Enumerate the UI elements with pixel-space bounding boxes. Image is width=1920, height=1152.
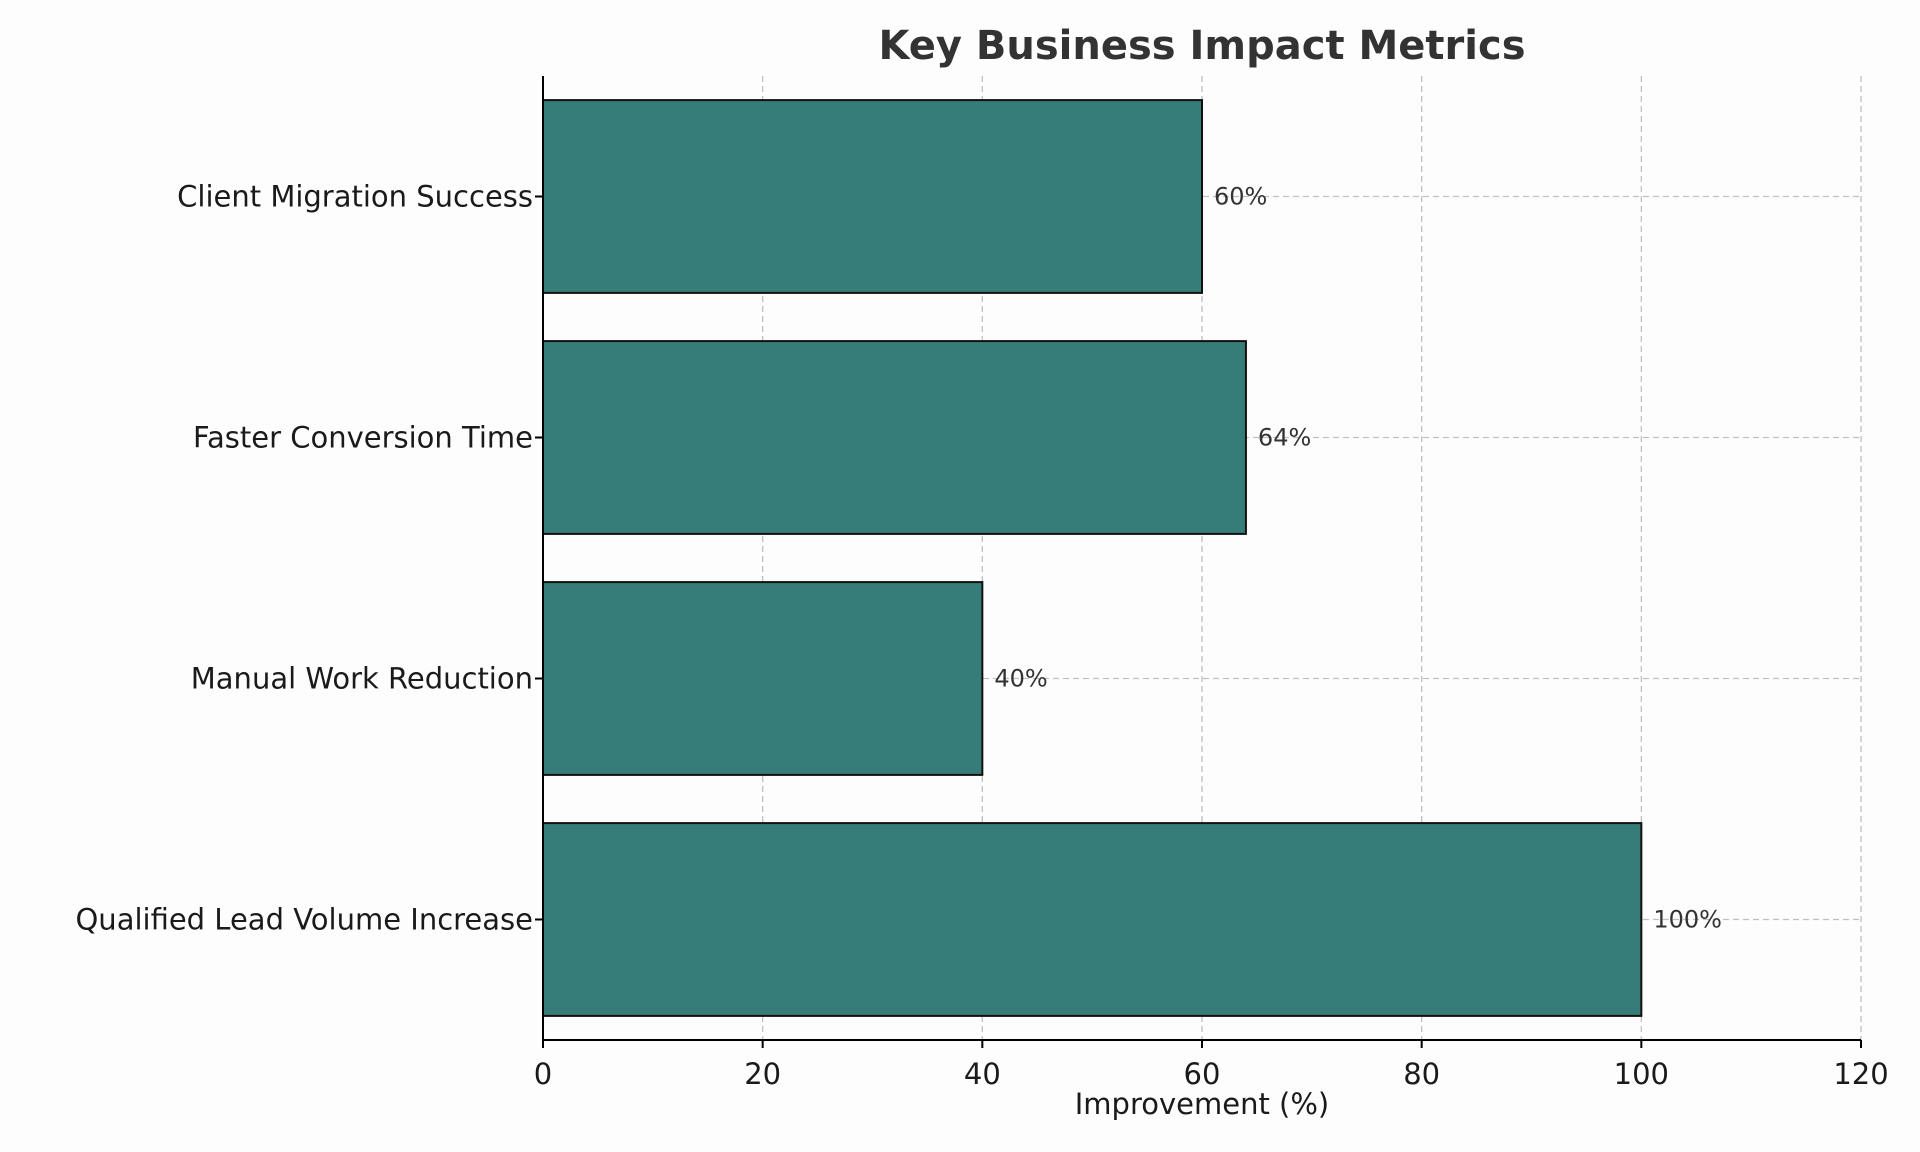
bar bbox=[542, 99, 1203, 294]
bar-value-label: 60% bbox=[1214, 183, 1267, 211]
x-tick-label: 40 bbox=[964, 1057, 1001, 1091]
x-axis-label: Improvement (%) bbox=[1075, 1087, 1330, 1121]
x-tick-label: 80 bbox=[1403, 1057, 1440, 1091]
y-tick-label: Client Migration Success bbox=[177, 180, 533, 214]
bar-value-label: 40% bbox=[994, 665, 1047, 693]
x-tick-label: 0 bbox=[534, 1057, 552, 1091]
x-tick-label: 100 bbox=[1614, 1057, 1669, 1091]
bar-value-label: 64% bbox=[1258, 424, 1311, 452]
data-labels: 100% 40% 64% 60% bbox=[994, 183, 1722, 934]
bar-value-label: 100% bbox=[1653, 906, 1722, 934]
x-tick-label: 120 bbox=[1833, 1057, 1888, 1091]
axes: 0 20 40 60 80 100 120 Qualified Lead Volume Inc… bbox=[75, 76, 1889, 1091]
y-tick-label: Manual Work Reduction bbox=[191, 662, 533, 696]
bars bbox=[542, 99, 1643, 1017]
chart-title: Key Business Impact Metrics bbox=[878, 23, 1525, 69]
bar bbox=[542, 822, 1643, 1017]
x-tick-label: 60 bbox=[1184, 1057, 1221, 1091]
x-tick-label: 20 bbox=[744, 1057, 781, 1091]
bar bbox=[542, 581, 984, 776]
y-tick-label: Faster Conversion Time bbox=[193, 421, 533, 455]
bar bbox=[542, 340, 1247, 535]
y-tick-label: Qualified Lead Volume Increase bbox=[75, 903, 533, 937]
